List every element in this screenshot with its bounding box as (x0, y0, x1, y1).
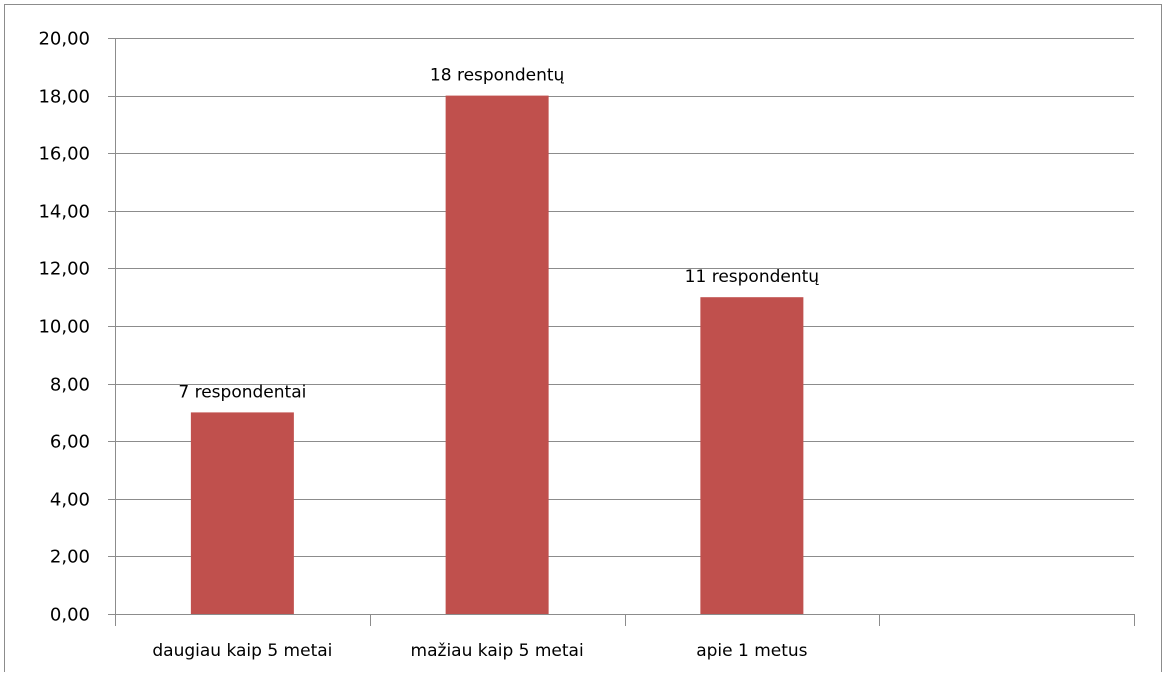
x-category-label: apie 1 metus (696, 641, 807, 661)
data-label: 7 respondentai (178, 382, 306, 402)
bar (190, 412, 294, 614)
y-tick-label: 12,00 (38, 259, 90, 280)
bar (700, 297, 804, 614)
y-tick-label: 20,00 (38, 29, 90, 50)
data-label: 11 respondentų (685, 267, 820, 287)
y-tick-label: 10,00 (38, 317, 90, 338)
bar (445, 95, 549, 615)
data-label: 18 respondentų (430, 66, 565, 86)
y-tick-label: 0,00 (50, 605, 90, 626)
y-tick-label: 14,00 (38, 202, 90, 223)
y-tick-label: 2,00 (50, 547, 90, 568)
x-category-label: mažiau kaip 5 metai (411, 641, 584, 661)
y-tick-label: 16,00 (38, 144, 90, 165)
y-tick-label: 18,00 (38, 87, 90, 108)
y-tick-label: 4,00 (50, 490, 90, 511)
y-tick-label: 8,00 (50, 375, 90, 396)
x-category-label: daugiau kaip 5 metai (152, 641, 332, 661)
y-tick-label: 6,00 (50, 432, 90, 453)
